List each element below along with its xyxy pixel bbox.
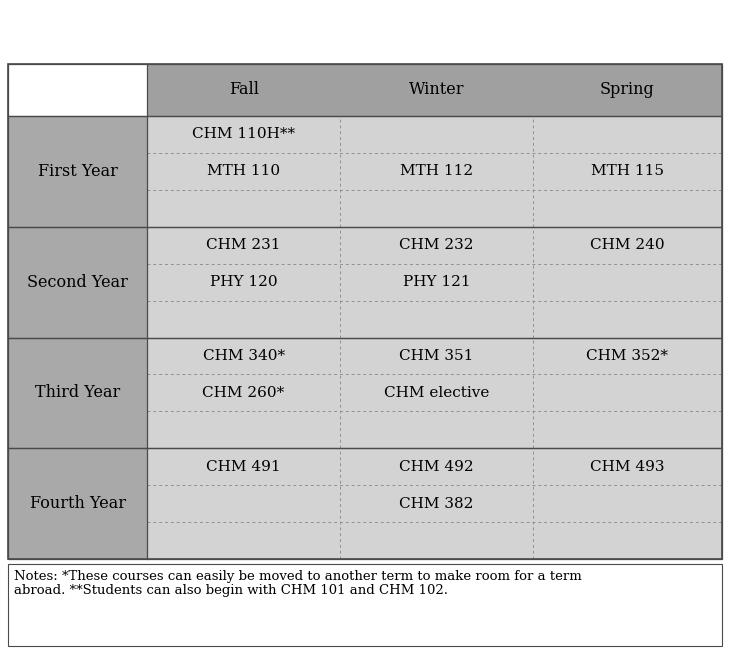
Text: MTH 110: MTH 110 xyxy=(207,164,280,179)
Bar xyxy=(340,522,533,559)
Bar xyxy=(147,522,340,559)
Text: PHY 121: PHY 121 xyxy=(402,275,470,289)
Bar xyxy=(533,522,722,559)
Text: Fall: Fall xyxy=(228,82,258,99)
Bar xyxy=(340,116,533,153)
Bar xyxy=(340,375,533,411)
Bar xyxy=(8,337,722,448)
Text: First Year: First Year xyxy=(38,163,118,180)
Bar xyxy=(340,411,533,448)
Bar xyxy=(8,448,722,559)
Text: PHY 120: PHY 120 xyxy=(210,275,277,289)
Bar xyxy=(533,448,722,485)
Text: CHM 352*: CHM 352* xyxy=(586,349,669,363)
Text: CHM 110H**: CHM 110H** xyxy=(192,128,295,141)
Bar xyxy=(533,190,722,227)
Bar xyxy=(8,64,147,116)
Bar xyxy=(147,116,340,153)
Bar xyxy=(147,264,340,301)
Text: Spring: Spring xyxy=(600,82,655,99)
Text: CHM 491: CHM 491 xyxy=(207,460,281,473)
Bar xyxy=(8,64,722,116)
Bar xyxy=(340,153,533,190)
Bar xyxy=(147,190,340,227)
Bar xyxy=(147,227,340,264)
Bar xyxy=(8,227,147,337)
Bar xyxy=(533,485,722,522)
Text: Notes: *These courses can easily be moved to another term to make room for a ter: Notes: *These courses can easily be move… xyxy=(14,570,582,583)
Bar xyxy=(340,190,533,227)
Bar xyxy=(533,337,722,375)
Bar xyxy=(8,564,722,646)
Text: CHM 382: CHM 382 xyxy=(399,496,474,511)
Text: CHM elective: CHM elective xyxy=(384,386,489,400)
Bar xyxy=(8,448,147,559)
Bar xyxy=(533,264,722,301)
Text: CHM 340*: CHM 340* xyxy=(202,349,285,363)
Bar xyxy=(147,153,340,190)
Bar xyxy=(147,64,340,116)
Bar xyxy=(533,375,722,411)
Bar xyxy=(533,64,722,116)
Bar xyxy=(8,337,147,448)
Text: Third Year: Third Year xyxy=(35,385,120,402)
Bar xyxy=(147,411,340,448)
Bar xyxy=(147,375,340,411)
Bar xyxy=(533,411,722,448)
Bar xyxy=(340,64,533,116)
Bar xyxy=(340,301,533,337)
Text: MTH 112: MTH 112 xyxy=(400,164,473,179)
Text: Winter: Winter xyxy=(409,82,464,99)
Bar xyxy=(533,227,722,264)
Bar xyxy=(147,485,340,522)
Text: CHM 231: CHM 231 xyxy=(207,238,281,252)
Text: MTH 115: MTH 115 xyxy=(591,164,664,179)
Bar xyxy=(8,116,147,227)
Bar xyxy=(147,301,340,337)
Bar xyxy=(533,116,722,153)
Bar xyxy=(8,564,722,646)
Text: CHM 493: CHM 493 xyxy=(590,460,664,473)
Text: CHM 492: CHM 492 xyxy=(399,460,474,473)
Bar xyxy=(340,264,533,301)
Bar xyxy=(340,337,533,375)
Bar xyxy=(147,337,340,375)
Text: abroad. **Students can also begin with CHM 101 and CHM 102.: abroad. **Students can also begin with C… xyxy=(14,584,448,597)
Bar xyxy=(533,301,722,337)
Bar xyxy=(340,448,533,485)
Text: Second Year: Second Year xyxy=(27,273,128,290)
Bar xyxy=(340,227,533,264)
Bar xyxy=(147,448,340,485)
Bar xyxy=(8,64,722,559)
Bar xyxy=(8,116,722,227)
Text: CHM 240: CHM 240 xyxy=(590,238,665,252)
Bar xyxy=(340,485,533,522)
Bar xyxy=(533,153,722,190)
Bar xyxy=(8,227,722,337)
Text: Fourth Year: Fourth Year xyxy=(30,495,126,512)
Text: CHM 260*: CHM 260* xyxy=(202,386,285,400)
Text: CHM 351: CHM 351 xyxy=(399,349,474,363)
Text: CHM 232: CHM 232 xyxy=(399,238,474,252)
